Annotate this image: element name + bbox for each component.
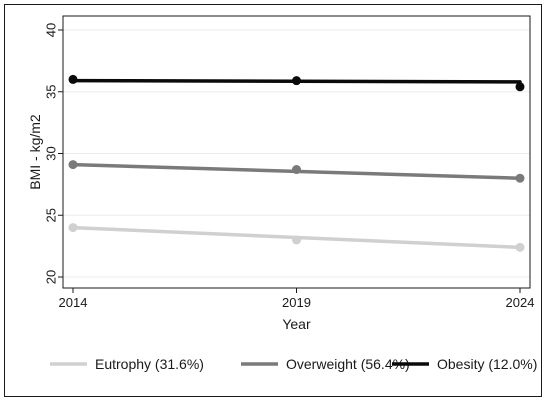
axes: 20 25 30 35 40 2014 2019 2024 <box>44 23 535 310</box>
series-2 <box>68 160 525 183</box>
legend-label: Eutrophy (31.6%) <box>95 356 204 372</box>
data-point <box>515 173 525 183</box>
legend: Eutrophy (31.6%) Overweight (56.4%) Obesit… <box>50 356 537 372</box>
series-group <box>68 74 525 252</box>
legend-item: Obesity (12.0%) <box>392 356 537 372</box>
legend-label: Obesity (12.0%) <box>437 356 537 372</box>
plot-area <box>62 15 531 289</box>
data-point <box>292 165 301 175</box>
legend-label: Overweight (56.4%) <box>286 356 410 372</box>
series-3 <box>68 74 525 92</box>
y-tick-label: 30 <box>44 146 59 160</box>
legend-item: Overweight (56.4%) <box>241 356 410 372</box>
y-axis-title: BMI - kg/m2 <box>27 114 43 190</box>
data-point <box>68 74 78 84</box>
x-tick-label: 2014 <box>59 295 88 310</box>
y-tick-label: 20 <box>44 270 59 284</box>
x-tick-label: 2019 <box>282 295 311 310</box>
y-tick-label: 35 <box>44 85 59 99</box>
data-point <box>515 82 525 92</box>
data-point <box>292 76 301 86</box>
y-tick-label: 25 <box>44 208 59 222</box>
data-point <box>68 160 78 170</box>
data-point <box>292 235 301 245</box>
data-point <box>515 242 525 252</box>
x-axis-title: Year <box>282 316 311 332</box>
x-tick-label: 2024 <box>506 295 535 310</box>
legend-item: Eutrophy (31.6%) <box>50 356 204 372</box>
series-1 <box>68 223 525 252</box>
chart-frame <box>4 4 542 397</box>
y-tick-label: 40 <box>44 23 59 37</box>
gridlines <box>63 29 530 278</box>
data-point <box>68 223 78 233</box>
